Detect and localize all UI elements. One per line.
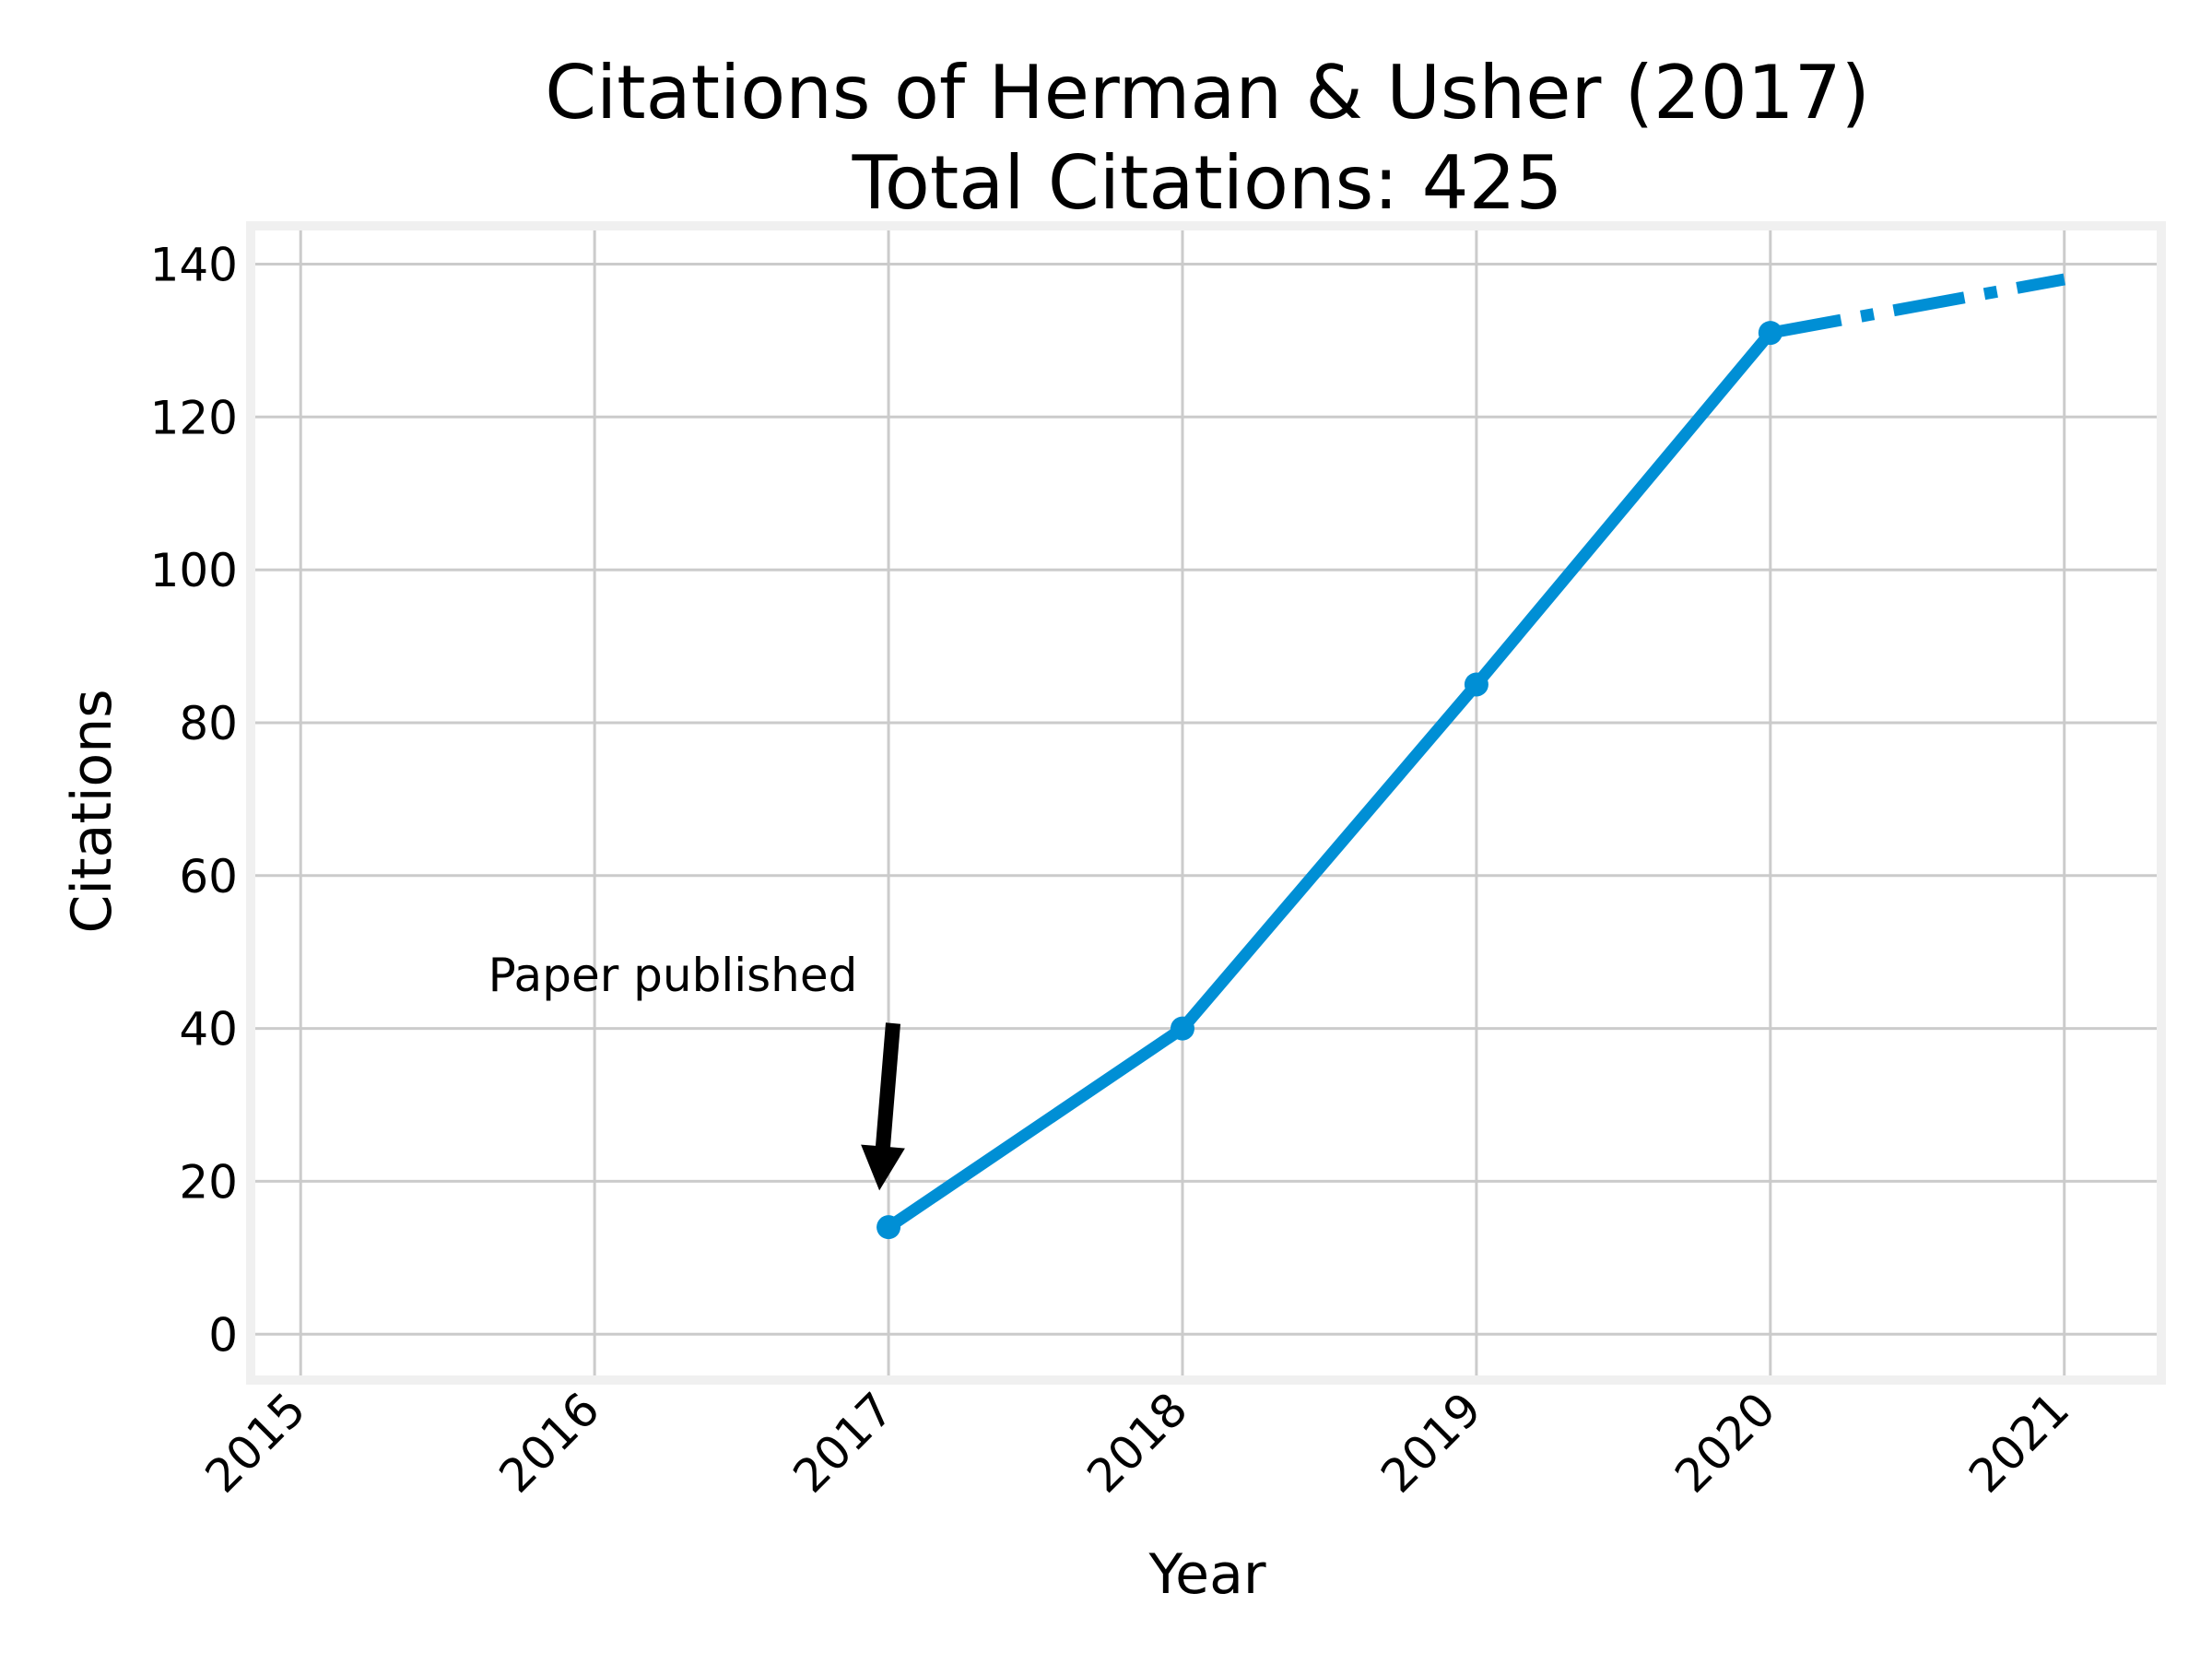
data-point-2017 [877, 1215, 901, 1240]
projected-series-line [1769, 273, 2065, 339]
y-tick-label: 140 [150, 238, 238, 291]
plot-frame [246, 221, 2166, 1385]
annotation-arrow-icon [861, 1022, 905, 1191]
annotation-text: Paper published [488, 949, 858, 1002]
x-tick-label: 2016 [489, 1382, 610, 1503]
y-tick-label: 20 [179, 1155, 238, 1209]
chart-subtitle: Total Citations: 425 [852, 140, 1563, 226]
y-tick-label: 40 [179, 1003, 238, 1056]
x-tick-label: 2019 [1371, 1382, 1491, 1503]
grid-lines [255, 230, 2157, 1375]
chart-title: Citations of Herman & Usher (2017) [545, 50, 1870, 136]
y-tick-labels: 0 20 40 60 80 100 120 140 [150, 238, 238, 1362]
y-tick-label: 100 [150, 544, 238, 597]
series-lines [882, 273, 2065, 1233]
annotation: Paper published [488, 949, 905, 1191]
y-axis-label: Citations [60, 689, 124, 933]
x-tick-label: 2017 [783, 1382, 904, 1503]
y-tick-label: 0 [208, 1308, 238, 1362]
x-axis-label: Year [1147, 1542, 1265, 1607]
data-point-2018 [1170, 1016, 1194, 1041]
data-point-2019 [1464, 672, 1488, 697]
x-tick-labels: 2015 2016 2017 2018 2019 2020 2021 [195, 1382, 2080, 1503]
x-tick-label: 2018 [1077, 1382, 1197, 1503]
y-tick-label: 120 [150, 391, 238, 444]
y-tick-label: 80 [179, 697, 238, 750]
data-markers [877, 321, 1783, 1240]
actual-series-line [882, 326, 1777, 1233]
y-tick-label: 60 [179, 850, 238, 903]
x-tick-label: 2020 [1665, 1382, 1785, 1503]
x-tick-label: 2021 [1959, 1382, 2079, 1503]
data-point-2020 [1758, 321, 1783, 346]
x-tick-label: 2015 [195, 1382, 316, 1503]
